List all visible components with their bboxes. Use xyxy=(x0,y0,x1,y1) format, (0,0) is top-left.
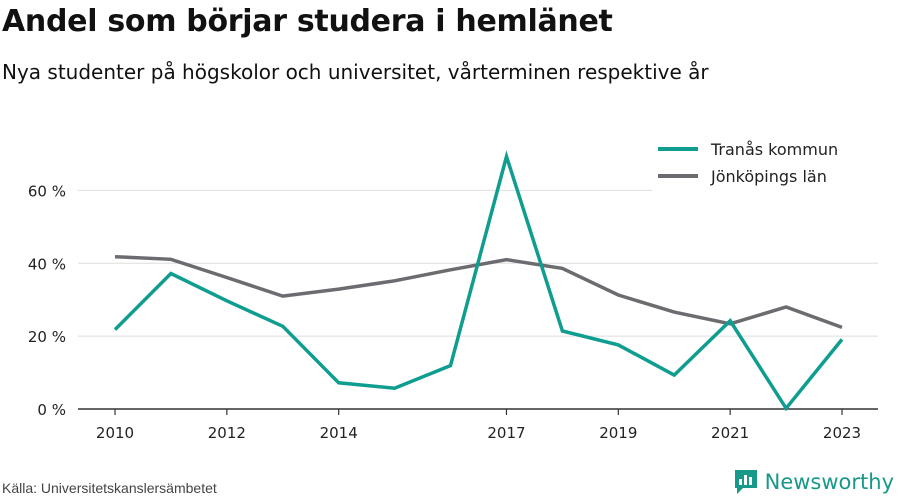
x-tick-label: 2023 xyxy=(823,424,861,442)
legend-label: Tranås kommun xyxy=(710,140,838,159)
x-tick-label: 2010 xyxy=(96,424,134,442)
x-tick-label: 2021 xyxy=(711,424,749,442)
x-tick-label: 2017 xyxy=(487,424,525,442)
chart-title: Andel som börjar studera i hemlänet xyxy=(2,4,613,39)
newsworthy-logo-icon xyxy=(734,470,757,494)
y-tick-label: 0 % xyxy=(37,401,66,419)
x-tick-label: 2019 xyxy=(599,424,637,442)
x-tick-label: 2014 xyxy=(320,424,358,442)
brand-name: Newsworthy xyxy=(764,470,894,494)
source-note: Källa: Universitetskanslersämbetet xyxy=(2,480,217,496)
legend-background xyxy=(652,133,878,191)
y-tick-label: 60 % xyxy=(28,182,66,200)
x-tick-label: 2012 xyxy=(208,424,246,442)
legend-label: Jönköpings län xyxy=(710,167,827,186)
y-tick-label: 40 % xyxy=(28,255,66,273)
series-line-1 xyxy=(113,150,844,412)
brand-logo: Newsworthy xyxy=(733,468,894,496)
y-tick-label: 20 % xyxy=(28,328,66,346)
chart-subtitle: Nya studenter på högskolor och universit… xyxy=(2,60,709,84)
